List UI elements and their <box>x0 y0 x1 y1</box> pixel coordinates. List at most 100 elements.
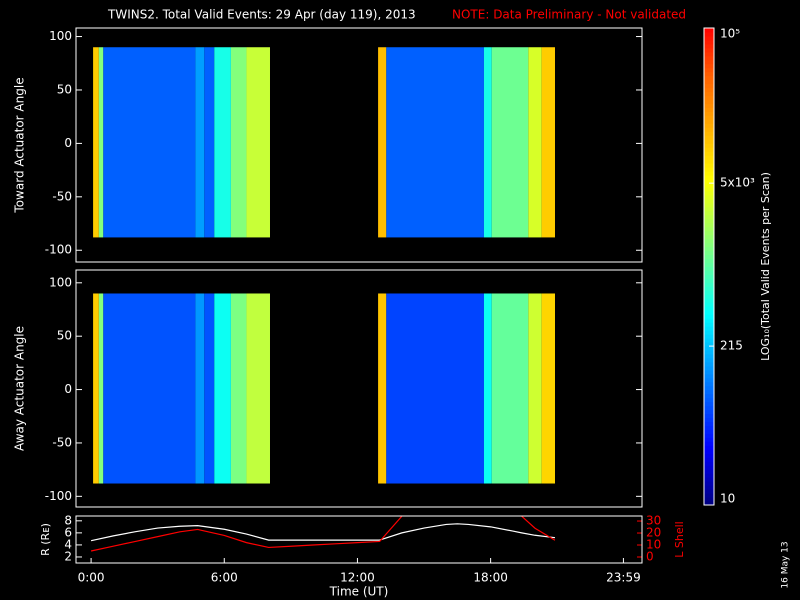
colorbar-cell <box>704 206 714 212</box>
x-axis-label: Time (UT) <box>329 585 389 599</box>
colorbar-cell <box>704 95 714 101</box>
colorbar-tick-label: 5x10³ <box>720 176 755 190</box>
line-series <box>90 523 556 542</box>
colorbar-cell <box>704 469 714 474</box>
y-tick-label: 0 <box>64 382 72 396</box>
heat-cell <box>195 47 205 238</box>
colorbar-cell <box>704 457 714 462</box>
colorbar-cell <box>704 119 714 124</box>
colorbar-cell <box>704 43 714 49</box>
colorbar-cell <box>704 75 714 81</box>
colorbar-cell <box>704 131 714 136</box>
heat-cell <box>204 293 215 484</box>
colorbar-cell <box>704 67 714 73</box>
colorbar-cell <box>704 346 714 351</box>
colorbar-cell <box>704 167 714 172</box>
heat-cell <box>93 47 99 238</box>
y-tick-label: 2 <box>64 549 72 563</box>
y-axis-label: Toward Actuator Angle <box>13 77 27 213</box>
colorbar-cell <box>704 493 714 498</box>
y-tick-label: 100 <box>49 275 72 289</box>
colorbar-cell <box>704 397 714 403</box>
colorbar-cell <box>704 47 714 53</box>
colorbar-cell <box>704 485 714 490</box>
colorbar-cell <box>704 198 714 204</box>
colorbar-cell <box>704 449 714 454</box>
line-series <box>90 516 556 552</box>
colorbar-cell <box>704 28 714 33</box>
x-tick-label: 0:00 <box>78 571 105 585</box>
colorbar-cell <box>704 135 714 140</box>
colorbar-cell <box>704 238 714 244</box>
colorbar-cell <box>704 143 714 148</box>
colorbar-cell <box>704 481 714 486</box>
colorbar-cell <box>704 501 714 506</box>
colorbar-cell <box>704 453 714 458</box>
colorbar-cell <box>704 71 714 77</box>
colorbar-cell <box>704 107 714 112</box>
y-tick-label: 8 <box>64 513 72 527</box>
colorbar-cell <box>704 437 714 442</box>
colorbar-cell <box>704 246 714 252</box>
colorbar-cell <box>704 91 714 97</box>
heat-cell <box>378 293 387 484</box>
colorbar-cell <box>704 202 714 208</box>
colorbar-cell <box>704 413 714 419</box>
colorbar-cell <box>704 326 714 331</box>
colorbar-cell <box>704 286 714 291</box>
colorbar-cell <box>704 230 714 236</box>
heat-cell <box>528 293 542 484</box>
colorbar-cell <box>704 254 714 260</box>
y2-tick-label: 30 <box>646 514 661 528</box>
y-axis-label: Away Actuator Angle <box>13 326 27 451</box>
colorbar-cell <box>704 258 714 264</box>
colorbar-cell <box>704 250 714 256</box>
colorbar-cell <box>704 55 714 61</box>
colorbar-cell <box>704 445 714 450</box>
colorbar-cell <box>704 266 714 271</box>
colorbar-cell <box>704 270 714 275</box>
colorbar-cell <box>704 262 714 267</box>
colorbar-cell <box>704 433 714 438</box>
heat-cell <box>93 293 99 484</box>
y2-axis-label: L Shell <box>673 521 686 557</box>
colorbar-cell <box>704 353 714 359</box>
y-tick-label: -100 <box>45 489 72 503</box>
colorbar-cell <box>704 187 714 192</box>
colorbar-cell <box>704 314 714 319</box>
heat-cell <box>214 293 231 484</box>
colorbar-cell <box>704 330 714 335</box>
colorbar-cell <box>704 497 714 502</box>
x-tick-label: 12:00 <box>340 571 375 585</box>
heat-cell <box>230 293 247 484</box>
colorbar-cell <box>704 409 714 415</box>
heat-cell <box>491 47 529 238</box>
colorbar-cell <box>704 429 714 434</box>
colorbar-cell <box>704 87 714 93</box>
colorbar-tick-label: 10⁵ <box>720 27 740 41</box>
colorbar-cell <box>704 381 714 387</box>
heat-cell <box>246 47 270 238</box>
colorbar-cell <box>704 302 714 307</box>
colorbar-cell <box>704 139 714 144</box>
y-tick-label: 6 <box>64 525 72 539</box>
heat-cell <box>103 293 196 484</box>
colorbar-cell <box>704 222 714 228</box>
colorbar-cell <box>704 338 714 343</box>
heat-cell <box>541 47 555 238</box>
colorbar-cell <box>704 39 714 45</box>
colorbar-cell <box>704 63 714 69</box>
colorbar-cell <box>704 282 714 287</box>
colorbar-cell <box>704 35 714 41</box>
colorbar-cell <box>704 417 714 423</box>
heat-cell <box>483 47 492 238</box>
y-tick-label: -50 <box>52 435 72 449</box>
heat-cell <box>204 47 215 238</box>
heat-cell <box>483 293 492 484</box>
chart-title: TWINS2. Total Valid Events: 29 Apr (day … <box>107 8 416 22</box>
heat-cell <box>230 47 247 238</box>
colorbar-cell <box>704 477 714 482</box>
colorbar-cell <box>704 183 714 188</box>
colorbar-cell <box>704 210 714 216</box>
y2-tick-label: 20 <box>646 526 661 540</box>
